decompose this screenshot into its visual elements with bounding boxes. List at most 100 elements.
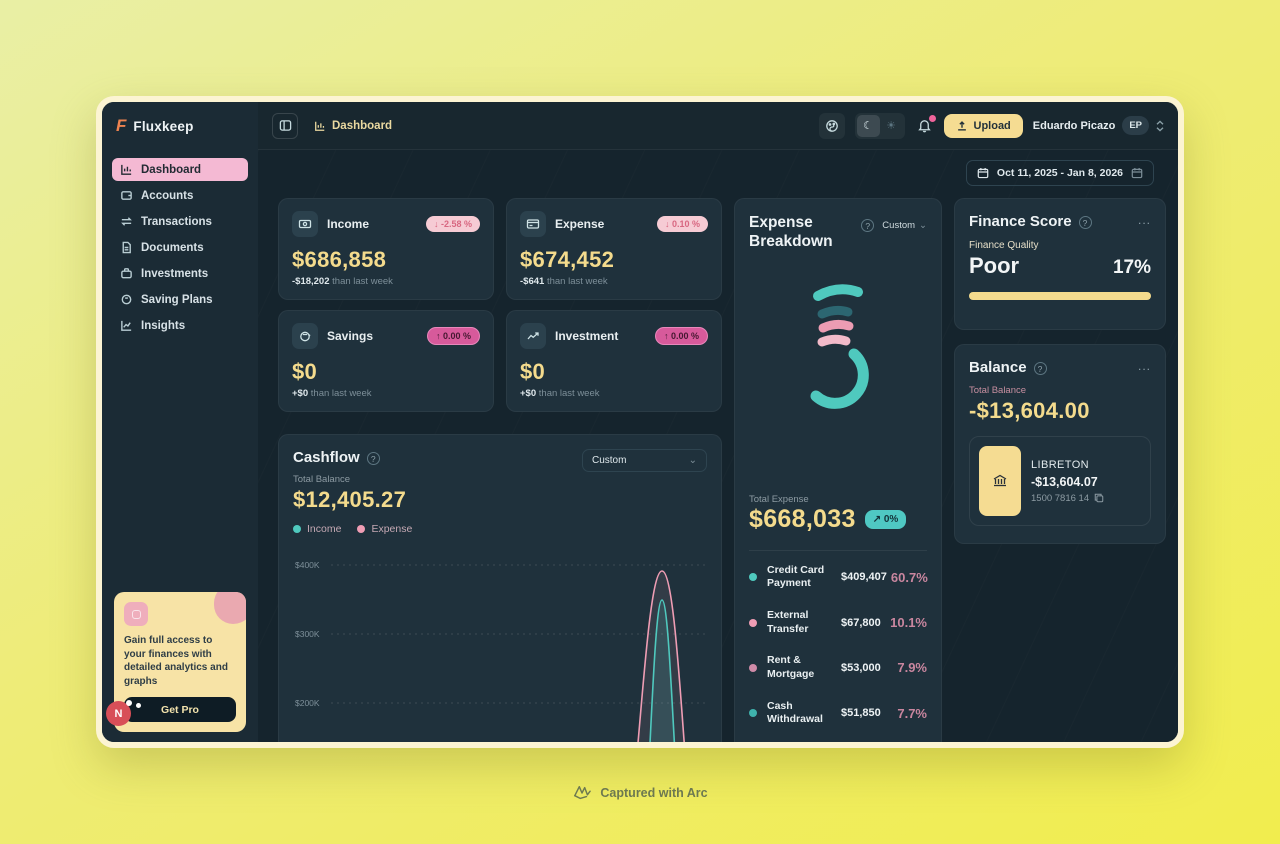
finance-score-bar bbox=[969, 292, 1151, 300]
date-range-label: Oct 11, 2025 - Jan 8, 2026 bbox=[996, 167, 1123, 179]
sidebar-item-label: Documents bbox=[141, 241, 204, 254]
date-range-picker[interactable]: Oct 11, 2025 - Jan 8, 2026 bbox=[965, 160, 1154, 186]
sidebar: F Fluxkeep Dashboard Accounts Transactio… bbox=[102, 102, 258, 742]
avatar: EP bbox=[1122, 116, 1149, 135]
svg-text:$200K: $200K bbox=[295, 698, 320, 708]
upload-button[interactable]: Upload bbox=[943, 113, 1023, 138]
balance-title: Balance bbox=[969, 359, 1027, 376]
help-icon[interactable]: ? bbox=[1078, 216, 1092, 229]
help-icon[interactable]: ? bbox=[861, 219, 875, 232]
promo-text: Gain full access to your finances with d… bbox=[124, 635, 228, 687]
user-name: Eduardo Picazo bbox=[1032, 119, 1116, 132]
investment-card: Investment ↑ 0.00 % $0 +$0 than last wee… bbox=[506, 310, 722, 412]
expense-donut-chart[interactable] bbox=[778, 270, 898, 420]
promo-decor bbox=[114, 592, 246, 732]
sidebar-item-insights[interactable]: Insights bbox=[112, 314, 248, 337]
income-value: $686,858 bbox=[292, 247, 387, 272]
sidebar-item-investments[interactable]: Investments bbox=[112, 262, 248, 285]
ellipsis-menu-icon[interactable]: ... bbox=[1137, 213, 1151, 227]
brand: F Fluxkeep bbox=[102, 102, 258, 150]
sidebar-nav: Dashboard Accounts Transactions Document… bbox=[102, 150, 258, 345]
expense-breakdown-panel: Expense Breakdown ? Custom ⌄ bbox=[734, 198, 942, 742]
topbar: Dashboard ☾ ☀ Upl bbox=[258, 102, 1178, 150]
chevron-down-icon: ⌄ bbox=[688, 455, 697, 466]
notifications-button[interactable] bbox=[917, 115, 936, 133]
sidebar-item-label: Transactions bbox=[141, 215, 212, 228]
briefcase-icon bbox=[120, 267, 133, 280]
cashflow-total-label: Total Balance bbox=[293, 474, 351, 485]
cashflow-chart[interactable]: $400K $300K $200K $100K bbox=[293, 551, 709, 742]
banknote-icon bbox=[292, 211, 318, 237]
investment-change-badge: ↑ 0.00 % bbox=[654, 327, 708, 345]
finance-score-panel: Finance Score ? ... Finance Quality Poor… bbox=[954, 198, 1166, 330]
category-dot bbox=[749, 618, 757, 627]
sidebar-item-transactions[interactable]: Transactions bbox=[112, 210, 248, 233]
user-menu[interactable]: Eduardo Picazo EP bbox=[1033, 116, 1164, 135]
arc-logo-icon bbox=[574, 785, 592, 800]
stat-label: Savings bbox=[327, 329, 374, 343]
category-dot bbox=[749, 709, 757, 718]
wallet-icon bbox=[120, 189, 133, 202]
chevron-updown-icon bbox=[1156, 119, 1164, 132]
moon-icon: ☾ bbox=[863, 120, 873, 132]
account-row[interactable]: LIBRETON -$13,604.07 1500 7816 14 bbox=[969, 436, 1151, 526]
swap-arrows-icon bbox=[120, 215, 133, 228]
expense-card: Expense ↓ 0.10 % $674,452 -$641 than las… bbox=[506, 198, 722, 300]
sidebar-item-saving-plans[interactable]: Saving Plans bbox=[112, 288, 248, 311]
captured-with-arc: Captured with Arc bbox=[0, 784, 1280, 802]
breakdown-row[interactable]: Rent & Mortgage $53,000 7.9% bbox=[749, 645, 927, 690]
app-window: F Fluxkeep Dashboard Accounts Transactio… bbox=[96, 96, 1184, 748]
income-change-badge: ↓ -2.58 % bbox=[425, 216, 480, 232]
account-name: LIBRETON bbox=[1031, 458, 1090, 471]
trend-up-icon bbox=[520, 323, 546, 349]
dashboard-content: Oct 11, 2025 - Jan 8, 2026 Income ↓ bbox=[258, 150, 1178, 742]
breakdown-row[interactable]: Credit Card Payment $409,407 60.7% bbox=[749, 555, 928, 600]
account-number: 1500 7816 14 bbox=[1031, 493, 1104, 504]
breakdown-row[interactable]: External Transfer $67,800 10.1% bbox=[749, 600, 927, 645]
light-mode-button[interactable]: ☀ bbox=[880, 115, 903, 137]
cashflow-range-select[interactable]: Custom ⌄ bbox=[582, 449, 707, 472]
palette-button[interactable] bbox=[818, 112, 845, 139]
help-icon[interactable]: ? bbox=[366, 452, 380, 465]
expense-change-badge: ↓ 0.10 % bbox=[656, 216, 708, 232]
total-balance-value: -$13,604.00 bbox=[969, 398, 1090, 423]
cashflow-panel: Cashflow ? Custom ⌄ Total Balance $12,40… bbox=[278, 434, 722, 742]
sidebar-item-dashboard[interactable]: Dashboard bbox=[112, 158, 248, 181]
get-pro-button[interactable]: Get Pro bbox=[124, 697, 236, 722]
pink-blob-decor bbox=[214, 592, 246, 624]
sidebar-item-label: Investments bbox=[141, 267, 209, 280]
breakdown-row[interactable]: Cash Withdrawal $51,850 7.7% bbox=[749, 691, 927, 736]
finance-score-title: Finance Score bbox=[969, 213, 1072, 230]
breakdown-range-select[interactable]: Custom ⌄ bbox=[882, 220, 927, 231]
ellipsis-menu-icon[interactable]: ... bbox=[1137, 359, 1151, 373]
income-card: Income ↓ -2.58 % $686,858 -$18,202 than … bbox=[278, 198, 494, 300]
category-dot bbox=[749, 663, 757, 672]
stat-label: Income bbox=[327, 217, 370, 231]
credit-card-icon bbox=[520, 211, 546, 237]
savings-value: $0 bbox=[292, 359, 318, 384]
get-pro-card: Gain full access to your finances with d… bbox=[106, 592, 246, 732]
finance-quality-value: Poor bbox=[969, 253, 1020, 278]
finance-score-value: 17% bbox=[1112, 257, 1151, 278]
sidebar-item-label: Accounts bbox=[141, 189, 194, 202]
sidebar-item-label: Saving Plans bbox=[141, 293, 213, 306]
breadcrumb-label: Dashboard bbox=[332, 119, 393, 132]
dark-mode-button[interactable]: ☾ bbox=[856, 114, 880, 137]
sidebar-item-label: Dashboard bbox=[141, 163, 202, 176]
calendar-icon bbox=[977, 168, 989, 179]
sidebar-item-documents[interactable]: Documents bbox=[112, 236, 248, 259]
notification-dot bbox=[928, 115, 936, 122]
cashflow-title: Cashflow bbox=[293, 449, 360, 466]
sidebar-toggle-button[interactable] bbox=[272, 112, 298, 139]
brand-name: Fluxkeep bbox=[133, 118, 194, 134]
expense-delta: -$641 than last week bbox=[520, 276, 608, 287]
sidebar-item-accounts[interactable]: Accounts bbox=[112, 184, 248, 207]
expense-breakdown-title: Expense Breakdown bbox=[749, 214, 833, 251]
document-icon bbox=[120, 241, 133, 254]
help-icon[interactable]: ? bbox=[1033, 362, 1047, 375]
chevron-down-icon: ⌄ bbox=[919, 220, 927, 231]
sidebar-item-label: Insights bbox=[141, 319, 186, 332]
expense-value: $674,452 bbox=[520, 247, 615, 272]
savings-card: Savings ↑ 0.00 % $0 +$0 than last week bbox=[278, 310, 494, 412]
copy-icon[interactable] bbox=[1094, 493, 1104, 503]
